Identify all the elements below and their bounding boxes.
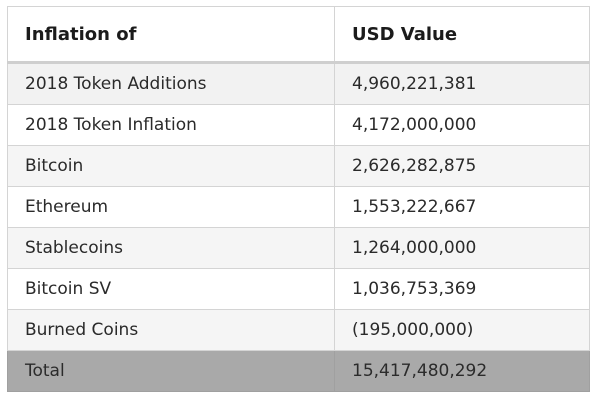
row-label: Ethereum (7, 186, 335, 228)
row-value: 4,172,000,000 (334, 104, 590, 146)
row-value: (195,000,000) (334, 309, 590, 351)
row-label: Bitcoin SV (7, 268, 335, 310)
row-label: 2018 Token Inflation (7, 104, 335, 146)
header-inflation-of: Inflation of (7, 6, 335, 64)
table-header-row: Inflation of USD Value (7, 6, 590, 64)
row-value: 2,626,282,875 (334, 145, 590, 187)
table-row: 2018 Token Additions 4,960,221,381 (7, 62, 590, 105)
row-value: 1,553,222,667 (334, 186, 590, 228)
total-value: 15,417,480,292 (334, 350, 590, 392)
inflation-table-container: Inflation of USD Value 2018 Token Additi… (7, 6, 590, 392)
row-value: 1,036,753,369 (334, 268, 590, 310)
row-label: Stablecoins (7, 227, 335, 269)
table-row: Bitcoin SV 1,036,753,369 (7, 268, 590, 310)
row-value: 1,264,000,000 (334, 227, 590, 269)
table-row: Burned Coins (195,000,000) (7, 309, 590, 351)
inflation-table: Inflation of USD Value 2018 Token Additi… (7, 6, 590, 392)
row-label: 2018 Token Additions (7, 62, 335, 105)
header-usd-value: USD Value (334, 6, 590, 64)
table-row: Stablecoins 1,264,000,000 (7, 227, 590, 269)
row-value: 4,960,221,381 (334, 62, 590, 105)
table-row: 2018 Token Inflation 4,172,000,000 (7, 104, 590, 146)
table-total-row: Total 15,417,480,292 (7, 350, 590, 392)
table-row: Ethereum 1,553,222,667 (7, 186, 590, 228)
row-label: Bitcoin (7, 145, 335, 187)
row-label: Burned Coins (7, 309, 335, 351)
total-label: Total (7, 350, 335, 392)
table-row: Bitcoin 2,626,282,875 (7, 145, 590, 187)
